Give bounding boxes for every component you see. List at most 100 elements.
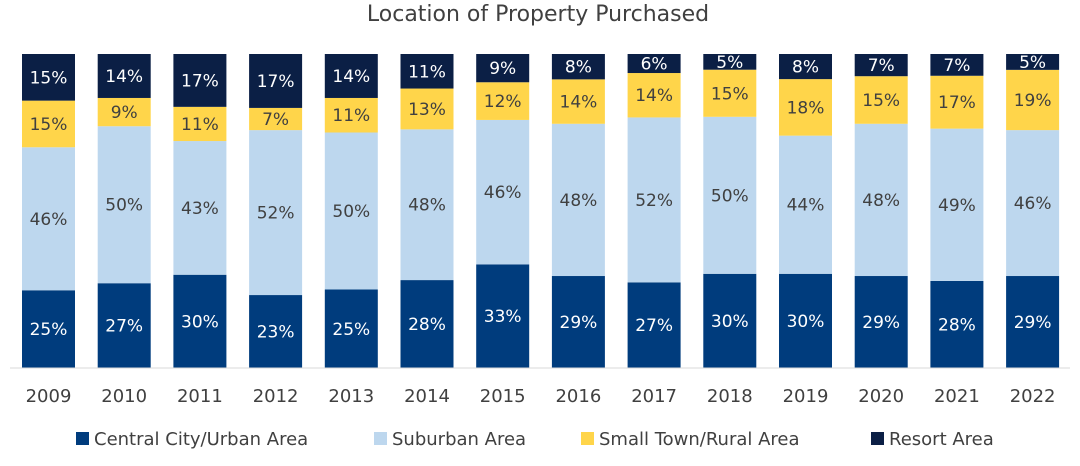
bar-central-city-urban-area-2021 (930, 280, 984, 368)
bar-resort-area-2019 (779, 54, 832, 80)
data-label-small-town-rural-area-2022: 19% (1014, 91, 1052, 111)
x-tick-label-2017: 2017 (631, 386, 677, 407)
bar-resort-area-2013 (324, 54, 378, 98)
data-label-suburban-area-2022: 46% (1014, 194, 1052, 214)
data-label-central-city-urban-area-2017: 27% (635, 316, 673, 336)
data-label-suburban-area-2017: 52% (635, 191, 673, 211)
bar-small-town-rural-area-2015 (476, 82, 530, 120)
chart-title: Location of Property Purchased (367, 2, 709, 27)
x-tick-label-2013: 2013 (328, 386, 374, 407)
bar-resort-area-2017 (627, 54, 681, 74)
bar-resort-area-2014 (400, 54, 454, 89)
bar-central-city-urban-area-2022 (1006, 276, 1060, 368)
legend: Central City/Urban Area Suburban Area Smal… (76, 429, 994, 450)
data-label-resort-area-2014: 11% (408, 62, 446, 82)
bar-suburban-area-2011 (173, 141, 227, 275)
bar-suburban-area-2017 (627, 117, 681, 283)
data-label-central-city-urban-area-2014: 28% (408, 315, 446, 335)
bar-central-city-urban-area-2017 (627, 282, 681, 368)
data-label-resort-area-2009: 15% (30, 68, 68, 88)
bar-central-city-urban-area-2018 (703, 273, 757, 368)
bar-small-town-rural-area-2020 (854, 76, 908, 124)
data-label-resort-area-2015: 9% (489, 59, 516, 79)
bar-suburban-area-2015 (476, 119, 530, 265)
legend-item-resort-area: Resort Area (871, 429, 994, 450)
data-label-suburban-area-2014: 48% (408, 196, 446, 216)
data-label-small-town-rural-area-2018: 15% (711, 84, 749, 104)
bar-suburban-area-2018 (703, 116, 757, 274)
bar-central-city-urban-area-2011 (173, 274, 227, 368)
data-label-small-town-rural-area-2020: 15% (862, 91, 900, 111)
legend-swatch-small-town-rural-area (581, 432, 594, 445)
bar-small-town-rural-area-2016 (551, 79, 605, 124)
data-label-central-city-urban-area-2011: 30% (181, 312, 219, 332)
data-label-central-city-urban-area-2021: 28% (938, 315, 976, 335)
bar-resort-area-2020 (854, 54, 908, 77)
data-label-suburban-area-2020: 48% (862, 191, 900, 211)
data-label-suburban-area-2009: 46% (30, 210, 68, 230)
x-tick-label-2016: 2016 (555, 386, 601, 407)
x-tick-label-2019: 2019 (783, 386, 829, 407)
legend-label-resort-area: Resort Area (889, 429, 994, 450)
data-label-small-town-rural-area-2011: 11% (181, 115, 219, 135)
data-label-small-town-rural-area-2021: 17% (938, 93, 976, 113)
bar-small-town-rural-area-2018 (703, 69, 757, 117)
bar-small-town-rural-area-2011 (173, 106, 227, 142)
data-label-resort-area-2018: 5% (716, 53, 743, 73)
bar-central-city-urban-area-2009 (22, 290, 75, 368)
bar-resort-area-2012 (249, 54, 303, 108)
bar-suburban-area-2021 (930, 128, 984, 281)
bar-small-town-rural-area-2012 (249, 107, 303, 131)
data-label-resort-area-2022: 5% (1019, 53, 1046, 73)
bar-central-city-urban-area-2016 (551, 276, 605, 368)
data-label-suburban-area-2019: 44% (787, 196, 825, 216)
x-tick-label-2009: 2009 (26, 386, 72, 407)
data-label-resort-area-2019: 8% (792, 58, 819, 78)
data-label-small-town-rural-area-2013: 11% (332, 106, 370, 126)
legend-swatch-suburban-area (374, 432, 387, 445)
bar-central-city-urban-area-2012 (249, 295, 303, 368)
data-label-resort-area-2017: 6% (641, 55, 668, 75)
x-tick-label-2020: 2020 (858, 386, 904, 407)
data-label-small-town-rural-area-2019: 18% (787, 98, 825, 118)
bar-suburban-area-2014 (400, 129, 454, 281)
bar-small-town-rural-area-2014 (400, 88, 454, 130)
data-label-suburban-area-2011: 43% (181, 199, 219, 219)
bar-small-town-rural-area-2017 (627, 73, 681, 118)
data-label-small-town-rural-area-2009: 15% (30, 115, 68, 135)
x-tick-label-2022: 2022 (1010, 386, 1056, 407)
legend-label-suburban-area: Suburban Area (392, 429, 526, 450)
x-tick-label-2012: 2012 (253, 386, 299, 407)
bar-resort-area-2021 (930, 54, 984, 76)
bar-small-town-rural-area-2010 (97, 97, 151, 127)
legend-item-suburban-area: Suburban Area (374, 429, 526, 450)
data-label-central-city-urban-area-2013: 25% (332, 320, 370, 340)
bar-small-town-rural-area-2019 (779, 79, 832, 136)
data-label-central-city-urban-area-2009: 25% (30, 320, 68, 340)
data-label-resort-area-2020: 7% (868, 56, 895, 76)
x-tick-label-2021: 2021 (934, 386, 980, 407)
x-axis-ticks: 2009 2010 2011 2012 2013 2014 2015 2016 2017 2018… (26, 386, 1056, 407)
bar-resort-area-2010 (97, 54, 151, 98)
data-label-central-city-urban-area-2012: 23% (257, 323, 295, 343)
bar-resort-area-2016 (551, 54, 605, 80)
data-label-resort-area-2016: 8% (565, 58, 592, 78)
x-tick-label-2015: 2015 (480, 386, 526, 407)
data-label-suburban-area-2015: 46% (484, 183, 522, 203)
x-tick-label-2018: 2018 (707, 386, 753, 407)
data-label-central-city-urban-area-2020: 29% (862, 313, 900, 333)
data-label-resort-area-2012: 17% (257, 72, 295, 92)
data-label-suburban-area-2012: 52% (257, 204, 295, 224)
bars-group: 25% 46% 15% 15% 27% 50% 9% 14% 30% 43% 11% 17% 23% 52… (22, 53, 1060, 368)
data-label-central-city-urban-area-2022: 29% (1014, 313, 1052, 333)
data-label-small-town-rural-area-2010: 9% (111, 103, 138, 123)
bar-resort-area-2011 (173, 54, 227, 107)
data-label-small-town-rural-area-2017: 14% (635, 86, 673, 106)
data-label-small-town-rural-area-2015: 12% (484, 92, 522, 112)
data-label-central-city-urban-area-2019: 30% (787, 312, 825, 332)
data-label-central-city-urban-area-2016: 29% (560, 313, 598, 333)
legend-swatch-central-city-urban-area (76, 432, 89, 445)
data-label-suburban-area-2018: 50% (711, 186, 749, 206)
data-label-resort-area-2013: 14% (332, 67, 370, 87)
bar-suburban-area-2022 (1006, 130, 1060, 277)
